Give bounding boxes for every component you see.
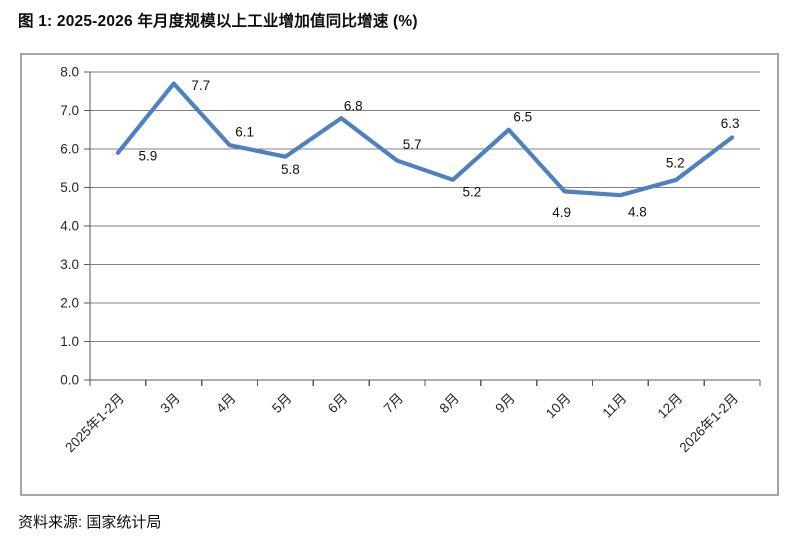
y-axis-label: 2.0 <box>60 296 79 311</box>
source-note: 资料来源: 国家统计局 <box>18 514 162 531</box>
chart-container: 0.0 1.0 2.0 3.0 4.0 5.0 6.0 7.0 8.0 2025年1-2月 3月 4月… <box>20 53 779 496</box>
line-chart-svg: 0.0 1.0 2.0 3.0 4.0 5.0 6.0 7.0 8.0 2025年1-2月 3月 4月… <box>60 65 761 456</box>
x-axis-label: 5月 <box>269 391 294 416</box>
y-axis-label: 1.0 <box>60 334 79 349</box>
x-axis-label: 7月 <box>381 391 406 416</box>
x-axis-label: 11月 <box>599 391 629 421</box>
x-axis-label: 6月 <box>325 391 350 416</box>
x-axis-label: 2026年1-2月 <box>676 391 741 456</box>
x-axis-label: 10月 <box>543 391 574 422</box>
data-label: 6.3 <box>721 116 740 131</box>
y-axis-label: 5.0 <box>60 180 79 195</box>
data-label: 5.8 <box>281 162 300 177</box>
y-axis-label: 4.0 <box>60 219 79 234</box>
data-label: 5.9 <box>139 148 158 163</box>
data-label: 6.8 <box>344 99 363 114</box>
y-axis-label: 7.0 <box>60 103 79 118</box>
series-line <box>115 81 735 198</box>
data-label: 5.2 <box>666 155 685 170</box>
data-label: 6.1 <box>235 125 254 140</box>
y-axis-label: 8.0 <box>60 65 79 80</box>
x-axis-label: 3月 <box>157 391 182 416</box>
data-label: 7.7 <box>191 78 210 93</box>
x-axis-label: 2025年1-2月 <box>62 391 127 456</box>
y-axis-label: 3.0 <box>60 257 79 272</box>
x-axis-label: 8月 <box>437 391 462 416</box>
figure-title: 图 1: 2025-2026 年月度规模以上工业增加值同比增速 (%) <box>18 13 418 30</box>
x-axis-label: 12月 <box>655 391 686 422</box>
y-axis-label: 0.0 <box>60 373 79 388</box>
data-label: 6.5 <box>513 109 532 124</box>
x-axis-label: 9月 <box>492 391 517 416</box>
data-label: 5.7 <box>403 137 422 152</box>
data-label: 4.9 <box>552 205 571 220</box>
x-axis-label: 4月 <box>213 391 238 416</box>
data-label: 4.8 <box>628 205 647 220</box>
data-label: 5.2 <box>463 184 482 199</box>
report-figure: 图 1: 2025-2026 年月度规模以上工业增加值同比增速 (%) 0.0 1… <box>0 9 800 532</box>
y-axis-label: 6.0 <box>60 142 79 157</box>
